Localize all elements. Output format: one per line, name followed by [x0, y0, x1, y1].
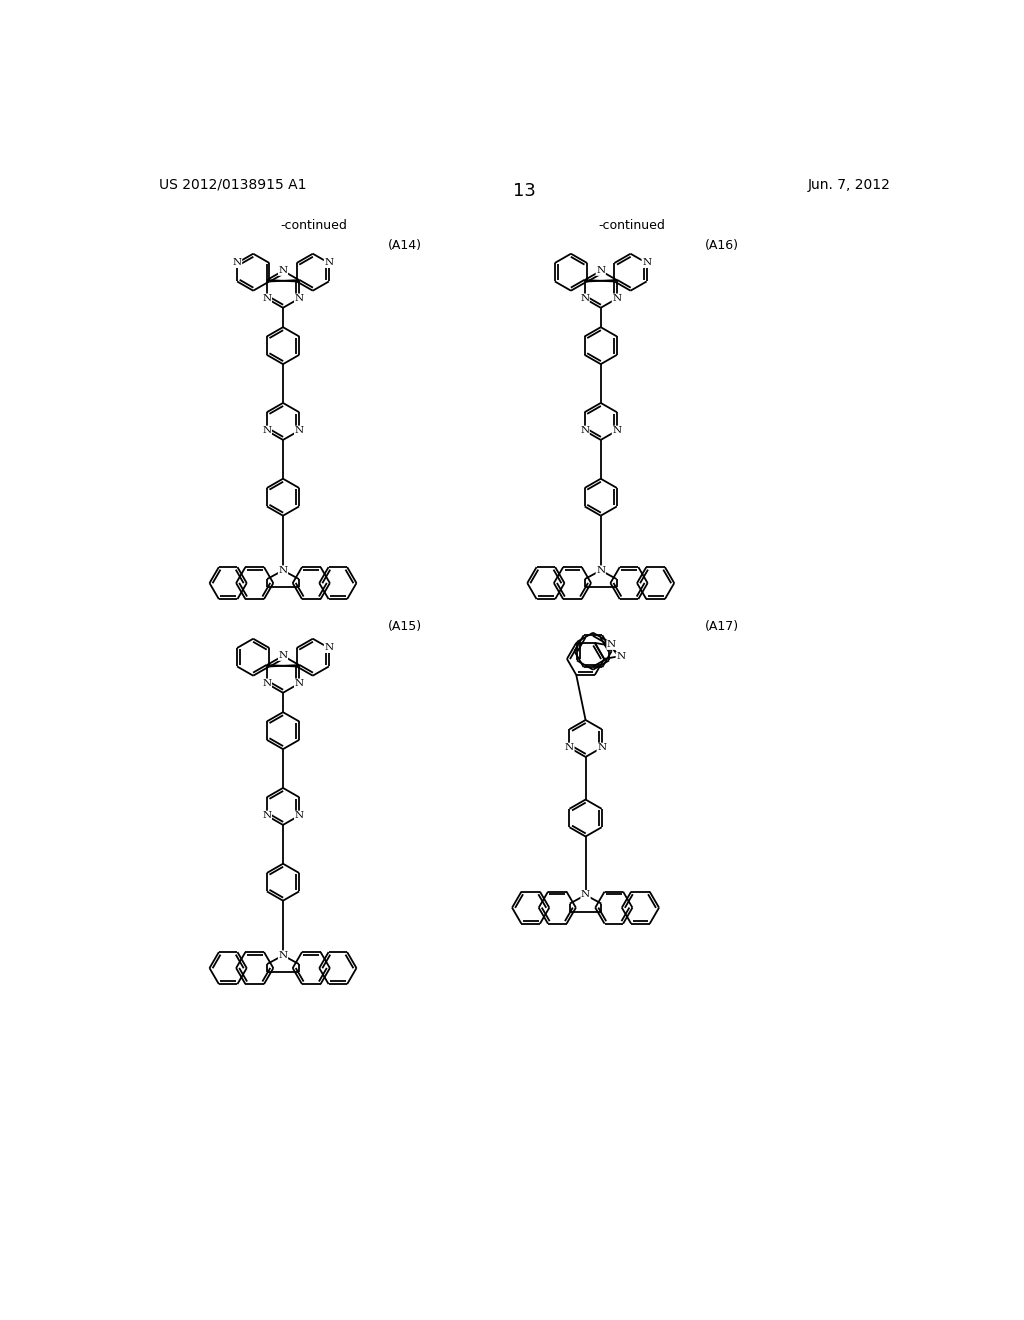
Text: N: N	[642, 259, 651, 268]
Text: (A16): (A16)	[706, 239, 739, 252]
Text: N: N	[325, 259, 334, 268]
Text: N: N	[262, 294, 271, 304]
Text: N: N	[612, 426, 622, 436]
Text: N: N	[325, 643, 334, 652]
Text: N: N	[596, 267, 605, 276]
Text: N: N	[279, 651, 288, 660]
Text: N: N	[262, 426, 271, 436]
Text: N: N	[295, 812, 304, 820]
Text: N: N	[279, 950, 288, 960]
Text: -continued: -continued	[598, 219, 666, 231]
Text: Jun. 7, 2012: Jun. 7, 2012	[808, 178, 891, 191]
Text: -continued: -continued	[281, 219, 347, 231]
Text: (A17): (A17)	[706, 620, 739, 634]
Text: N: N	[279, 566, 288, 576]
Text: N: N	[581, 891, 590, 899]
Text: N: N	[262, 812, 271, 820]
Text: N: N	[607, 640, 616, 649]
Text: N: N	[232, 259, 242, 268]
Text: N: N	[616, 652, 626, 661]
Text: N: N	[596, 566, 605, 576]
Text: 13: 13	[513, 182, 537, 199]
Text: N: N	[262, 678, 271, 688]
Text: (A14): (A14)	[388, 239, 422, 252]
Text: N: N	[580, 294, 589, 304]
Text: N: N	[565, 743, 574, 752]
Text: US 2012/0138915 A1: US 2012/0138915 A1	[159, 178, 306, 191]
Text: N: N	[295, 678, 304, 688]
Text: N: N	[295, 426, 304, 436]
Text: N: N	[580, 426, 589, 436]
Text: N: N	[295, 294, 304, 304]
Text: (A15): (A15)	[388, 620, 422, 634]
Text: N: N	[612, 294, 622, 304]
Text: N: N	[279, 267, 288, 276]
Text: N: N	[597, 743, 606, 752]
